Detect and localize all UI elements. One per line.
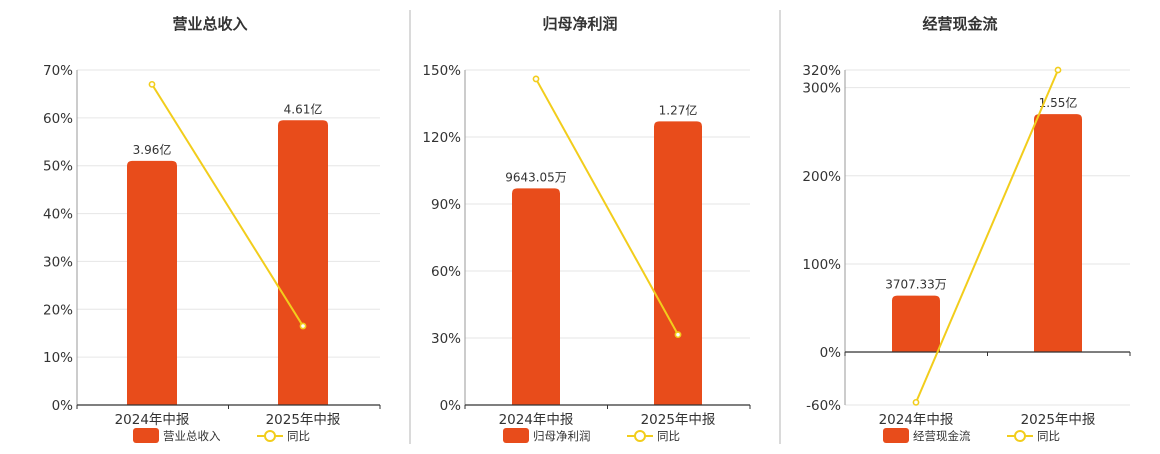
yoy-point	[674, 331, 682, 339]
legend-label: 经营现金流	[913, 429, 971, 443]
bar-data-label: 3707.33万	[885, 278, 947, 292]
yoy-point	[299, 322, 307, 330]
yoy-point	[1054, 66, 1062, 74]
y-tick-label: 150%	[422, 63, 461, 79]
y-tick-label: 60%	[43, 111, 73, 127]
y-tick-label: 20%	[43, 302, 73, 318]
chart-title: 经营现金流	[922, 15, 997, 33]
legend-bar-swatch	[503, 428, 529, 443]
y-tick-label: 30%	[43, 254, 73, 270]
y-tick-label: 10%	[43, 350, 73, 366]
y-tick-label: 200%	[802, 169, 841, 185]
y-tick-label: 100%	[802, 257, 841, 273]
yoy-point	[148, 80, 156, 88]
legend-bar-swatch	[883, 428, 909, 443]
y-tick-label: 0%	[820, 345, 842, 361]
x-tick-label: 2024年中报	[879, 412, 954, 428]
legend-line-marker	[634, 430, 646, 442]
y-tick-label: 30%	[431, 331, 461, 347]
yoy-point	[532, 75, 540, 83]
chart-title: 营业总收入	[172, 15, 247, 33]
y-tick-label: 60%	[431, 264, 461, 280]
legend-bar-swatch	[133, 428, 159, 443]
bar	[512, 188, 560, 405]
y-tick-label: 90%	[431, 197, 461, 213]
yoy-line	[535, 78, 679, 336]
legend-line-marker	[264, 430, 276, 442]
y-tick-label: 40%	[43, 207, 73, 223]
x-tick-label: 2024年中报	[115, 412, 190, 428]
legend-line-marker	[1014, 430, 1026, 442]
bar	[654, 121, 702, 405]
x-tick-label: 2025年中报	[641, 412, 716, 428]
y-tick-label: 0%	[440, 398, 462, 414]
bar-data-label: 9643.05万	[505, 170, 567, 184]
y-tick-label: 70%	[43, 63, 73, 79]
bar-data-label: 4.61亿	[284, 101, 323, 116]
yoy-line	[151, 83, 304, 327]
legend-label: 同比	[287, 429, 310, 443]
bar-data-label: 3.96亿	[133, 142, 172, 157]
yoy-line	[915, 69, 1059, 403]
legend-label: 归母净利润	[533, 429, 591, 443]
y-tick-label: 0%	[52, 398, 74, 414]
bar	[278, 120, 328, 405]
bar	[127, 160, 177, 405]
y-tick-label: 120%	[422, 130, 461, 146]
y-tick-label: 50%	[43, 159, 73, 175]
x-tick-label: 2025年中报	[266, 412, 341, 428]
y-tick-label: 320%	[802, 63, 841, 79]
yoy-point	[912, 398, 920, 406]
x-tick-label: 2024年中报	[499, 412, 574, 428]
legend-label: 同比	[657, 429, 680, 443]
chart-title: 归母净利润	[542, 15, 617, 33]
bar	[892, 295, 940, 352]
bar-data-label: 1.27亿	[659, 102, 698, 117]
legend-label: 同比	[1037, 429, 1060, 443]
y-tick-label: -60%	[806, 398, 841, 414]
legend-label: 营业总收入	[163, 429, 221, 443]
x-tick-label: 2025年中报	[1021, 412, 1096, 428]
bar-data-label: 1.55亿	[1039, 95, 1078, 110]
y-tick-label: 300%	[802, 81, 841, 97]
bar	[1034, 114, 1082, 352]
